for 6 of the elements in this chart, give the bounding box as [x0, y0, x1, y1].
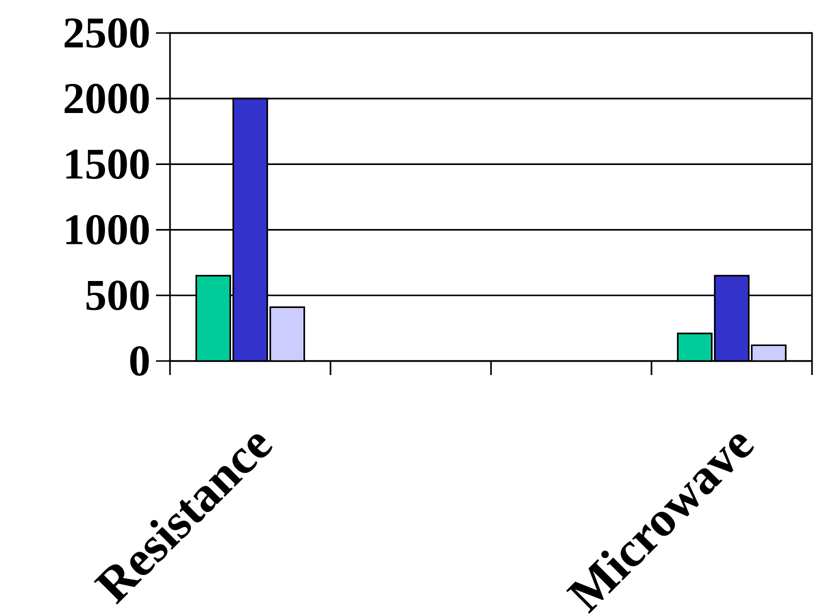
y-tick-label: 500 [86, 280, 149, 310]
y-tick-label: 2500 [64, 18, 149, 48]
y-tick-label: 1000 [66, 215, 149, 245]
y-tick-label: 1500 [66, 149, 149, 179]
y-tick-label: 2000 [64, 84, 149, 114]
y-tick-label: 0 [130, 346, 149, 376]
